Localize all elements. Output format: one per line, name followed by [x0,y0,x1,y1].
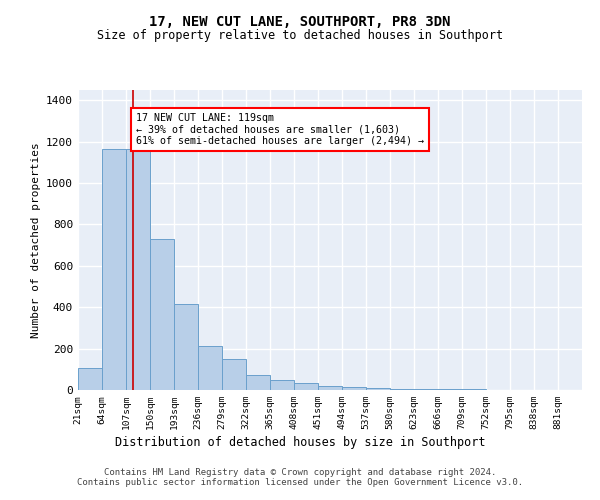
Text: 17 NEW CUT LANE: 119sqm
← 39% of detached houses are smaller (1,603)
61% of semi: 17 NEW CUT LANE: 119sqm ← 39% of detache… [136,113,424,146]
Bar [102,150,126,390]
Bar [246,375,270,390]
Text: Contains HM Land Registry data © Crown copyright and database right 2024.
Contai: Contains HM Land Registry data © Crown c… [77,468,523,487]
Text: 17, NEW CUT LANE, SOUTHPORT, PR8 3DN: 17, NEW CUT LANE, SOUTHPORT, PR8 3DN [149,16,451,30]
Bar [222,358,246,390]
Text: Size of property relative to detached houses in Southport: Size of property relative to detached ho… [97,28,503,42]
Bar [414,389,438,390]
Bar [366,388,390,390]
Bar [342,387,366,390]
Bar [126,150,150,390]
Text: Distribution of detached houses by size in Southport: Distribution of detached houses by size … [115,436,485,449]
Bar [294,384,318,390]
Y-axis label: Number of detached properties: Number of detached properties [31,142,41,338]
Bar [270,380,294,390]
Bar [174,304,198,390]
Bar [318,386,342,390]
Bar [390,389,414,390]
Bar [78,368,102,390]
Bar [150,239,174,390]
Bar [198,346,222,390]
